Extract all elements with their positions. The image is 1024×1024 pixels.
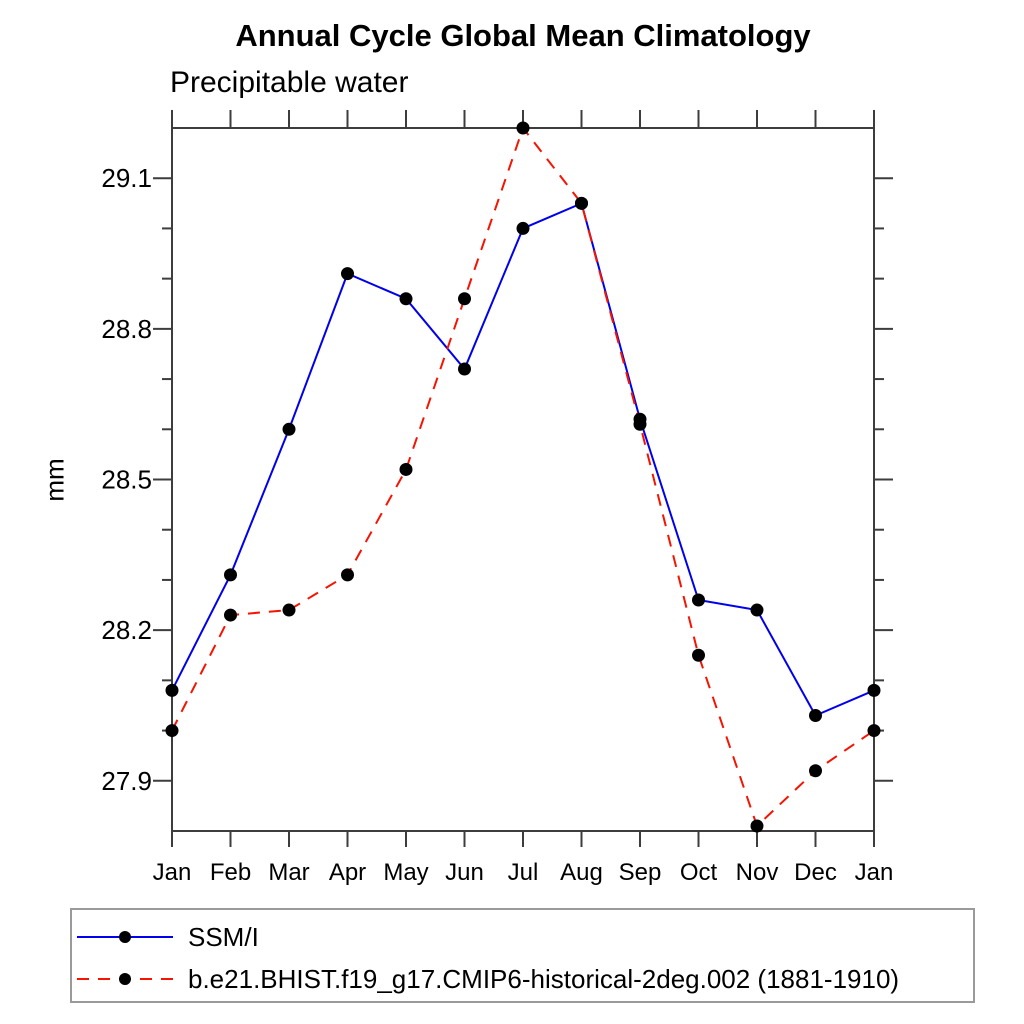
ssmi-data-point [516,221,530,235]
ssmi-data-point [867,683,881,697]
ssmi-line [171,201,875,717]
legend: SSM/I b.e21.BHIST.f19_g17.CMIP6-historic… [70,908,975,1003]
model-legend-marker-icon [119,973,131,985]
month-label: Oct [680,859,718,886]
model-data-point [341,568,354,582]
model-data-point [458,292,471,306]
ssmi-data-point [809,709,822,723]
y-tick-label: 29.1 [101,163,152,193]
y-tick-label: 28.8 [101,314,152,344]
model-data-point [692,648,705,662]
month-label: Apr [329,859,366,886]
ssmi-data-point [458,362,471,376]
model-data-point [867,724,881,738]
month-label: Mar [268,859,309,886]
model-legend-swatch [77,973,173,985]
month-label: Jun [445,859,484,886]
chart-subtitle: Precipitable water [170,66,409,99]
legend-item-ssmi: SSM/I [77,923,259,951]
ssmi-data-point [165,683,179,697]
month-label: Jul [508,859,539,886]
model-data-point [224,608,237,622]
month-label: May [383,859,428,886]
ssmi-legend-marker-icon [119,931,131,943]
model-data-point [516,121,530,135]
chart-title: Annual Cycle Global Mean Climatology [235,18,811,53]
month-label: Feb [210,859,251,886]
month-label: Jan [153,859,192,886]
ssmi-data-point [282,422,296,436]
month-label: Nov [736,859,779,886]
model-data-point [575,196,588,210]
ssmi-data-point [692,593,705,607]
ssmi-legend-swatch [77,931,173,943]
legend-item-model: b.e21.BHIST.f19_g17.CMIP6-historical-2de… [77,965,899,993]
legend-label-ssmi: SSM/I [188,922,259,952]
ssmi-data-point [224,568,237,582]
month-label: Aug [560,859,603,886]
model-data-point [399,462,413,476]
month-label: Sep [619,859,662,886]
model-data-point [809,764,822,778]
ssmi-data-point [399,292,413,306]
y-tick-label: 28.2 [101,615,152,645]
legend-label-model: b.e21.BHIST.f19_g17.CMIP6-historical-2de… [188,964,900,994]
month-label: Dec [794,859,837,886]
ssmi-data-point [750,603,764,617]
ssmi-data-point [341,267,354,281]
model-data-point [633,417,647,431]
model-data-point [750,819,764,833]
model-data-point [282,603,296,617]
y-tick-label: 28.5 [101,465,152,495]
y-tick-label: 27.9 [101,766,152,796]
model-data-point [165,724,179,738]
month-label: Jan [855,859,894,886]
